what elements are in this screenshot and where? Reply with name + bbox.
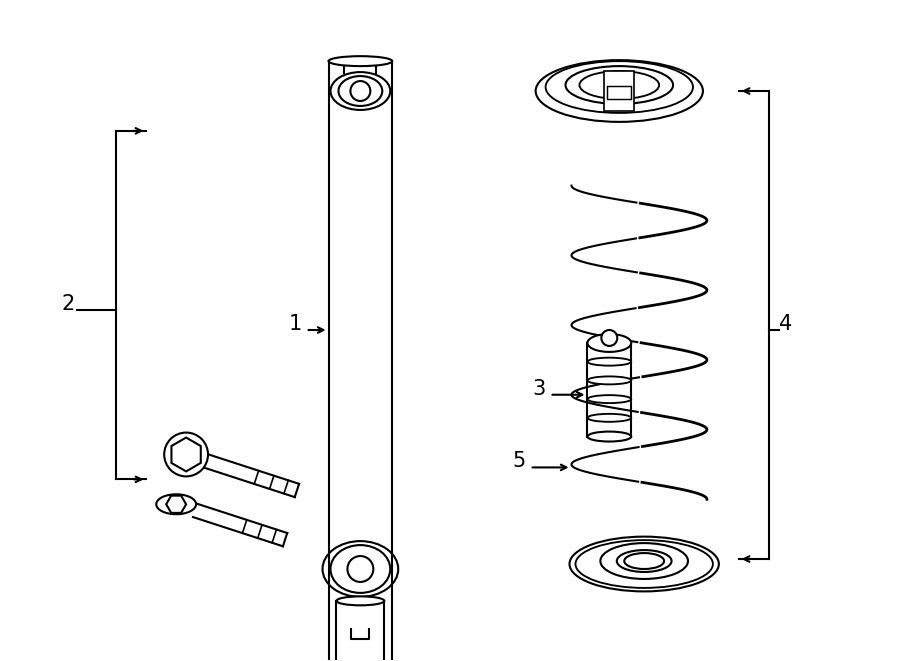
Polygon shape <box>166 496 186 513</box>
Text: 1: 1 <box>289 314 302 334</box>
Ellipse shape <box>338 76 382 106</box>
Text: 5: 5 <box>513 451 526 471</box>
Ellipse shape <box>565 66 673 104</box>
Polygon shape <box>604 71 634 111</box>
Ellipse shape <box>545 61 693 113</box>
Circle shape <box>164 432 208 477</box>
Ellipse shape <box>588 432 631 442</box>
Ellipse shape <box>330 545 391 593</box>
Ellipse shape <box>330 72 391 110</box>
Ellipse shape <box>625 553 664 569</box>
Ellipse shape <box>580 71 659 99</box>
Ellipse shape <box>588 376 631 385</box>
Polygon shape <box>172 438 201 471</box>
Ellipse shape <box>588 358 631 366</box>
Ellipse shape <box>570 537 719 592</box>
Ellipse shape <box>322 541 398 597</box>
Ellipse shape <box>616 550 671 572</box>
Circle shape <box>350 81 370 101</box>
Ellipse shape <box>337 596 384 605</box>
Circle shape <box>601 330 617 346</box>
Ellipse shape <box>588 414 631 422</box>
Ellipse shape <box>157 494 196 514</box>
Ellipse shape <box>328 56 392 66</box>
Polygon shape <box>608 86 631 99</box>
Ellipse shape <box>536 60 703 122</box>
Ellipse shape <box>588 334 631 352</box>
Ellipse shape <box>588 395 631 403</box>
Ellipse shape <box>575 540 713 588</box>
Text: 2: 2 <box>61 294 75 314</box>
Text: 4: 4 <box>778 314 792 334</box>
Text: 3: 3 <box>533 379 546 399</box>
Ellipse shape <box>600 543 688 579</box>
Circle shape <box>347 556 374 582</box>
